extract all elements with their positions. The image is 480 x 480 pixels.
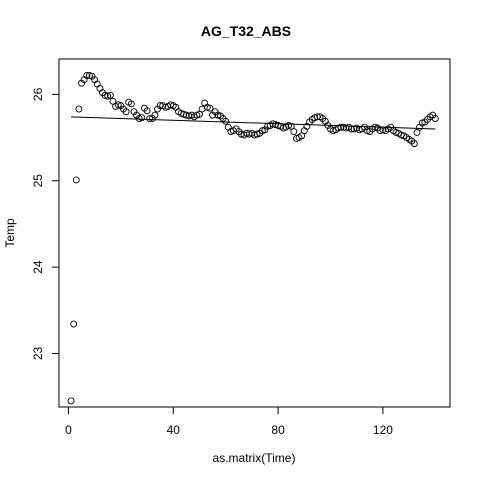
data-point [206,104,214,112]
data-point [67,397,75,405]
data-points [67,71,439,405]
plot-frame [58,58,451,408]
data-point [348,125,355,133]
x-tick-label: 80 [271,423,285,437]
data-point [143,107,151,115]
x-axis-label: as.matrix(Time) [213,451,296,465]
data-point [146,115,154,123]
data-point [222,117,230,125]
x-tick-label: 40 [167,423,181,437]
y-axis: 23 24 25 26 [31,87,60,360]
x-tick-label: 0 [65,423,72,437]
y-tick-label: 23 [31,346,45,360]
data-point [410,140,418,148]
data-point [431,115,439,123]
y-axis-label: Temp [3,218,17,248]
data-point [151,111,159,119]
x-tick-label: 120 [373,423,393,437]
data-point [127,100,135,108]
data-point [70,320,78,328]
data-point [106,91,114,99]
y-tick-label: 25 [31,174,45,188]
x-axis: 0 40 80 120 [65,406,393,437]
y-tick-label: 26 [31,87,45,101]
data-point [290,128,298,135]
data-point [122,108,130,116]
y-tick-label: 24 [31,260,45,274]
data-point [138,114,146,122]
chart-title: AG_T32_ABS [201,23,291,39]
data-point [83,71,91,79]
data-point [72,176,80,184]
data-point [75,105,83,113]
data-point [337,123,345,131]
